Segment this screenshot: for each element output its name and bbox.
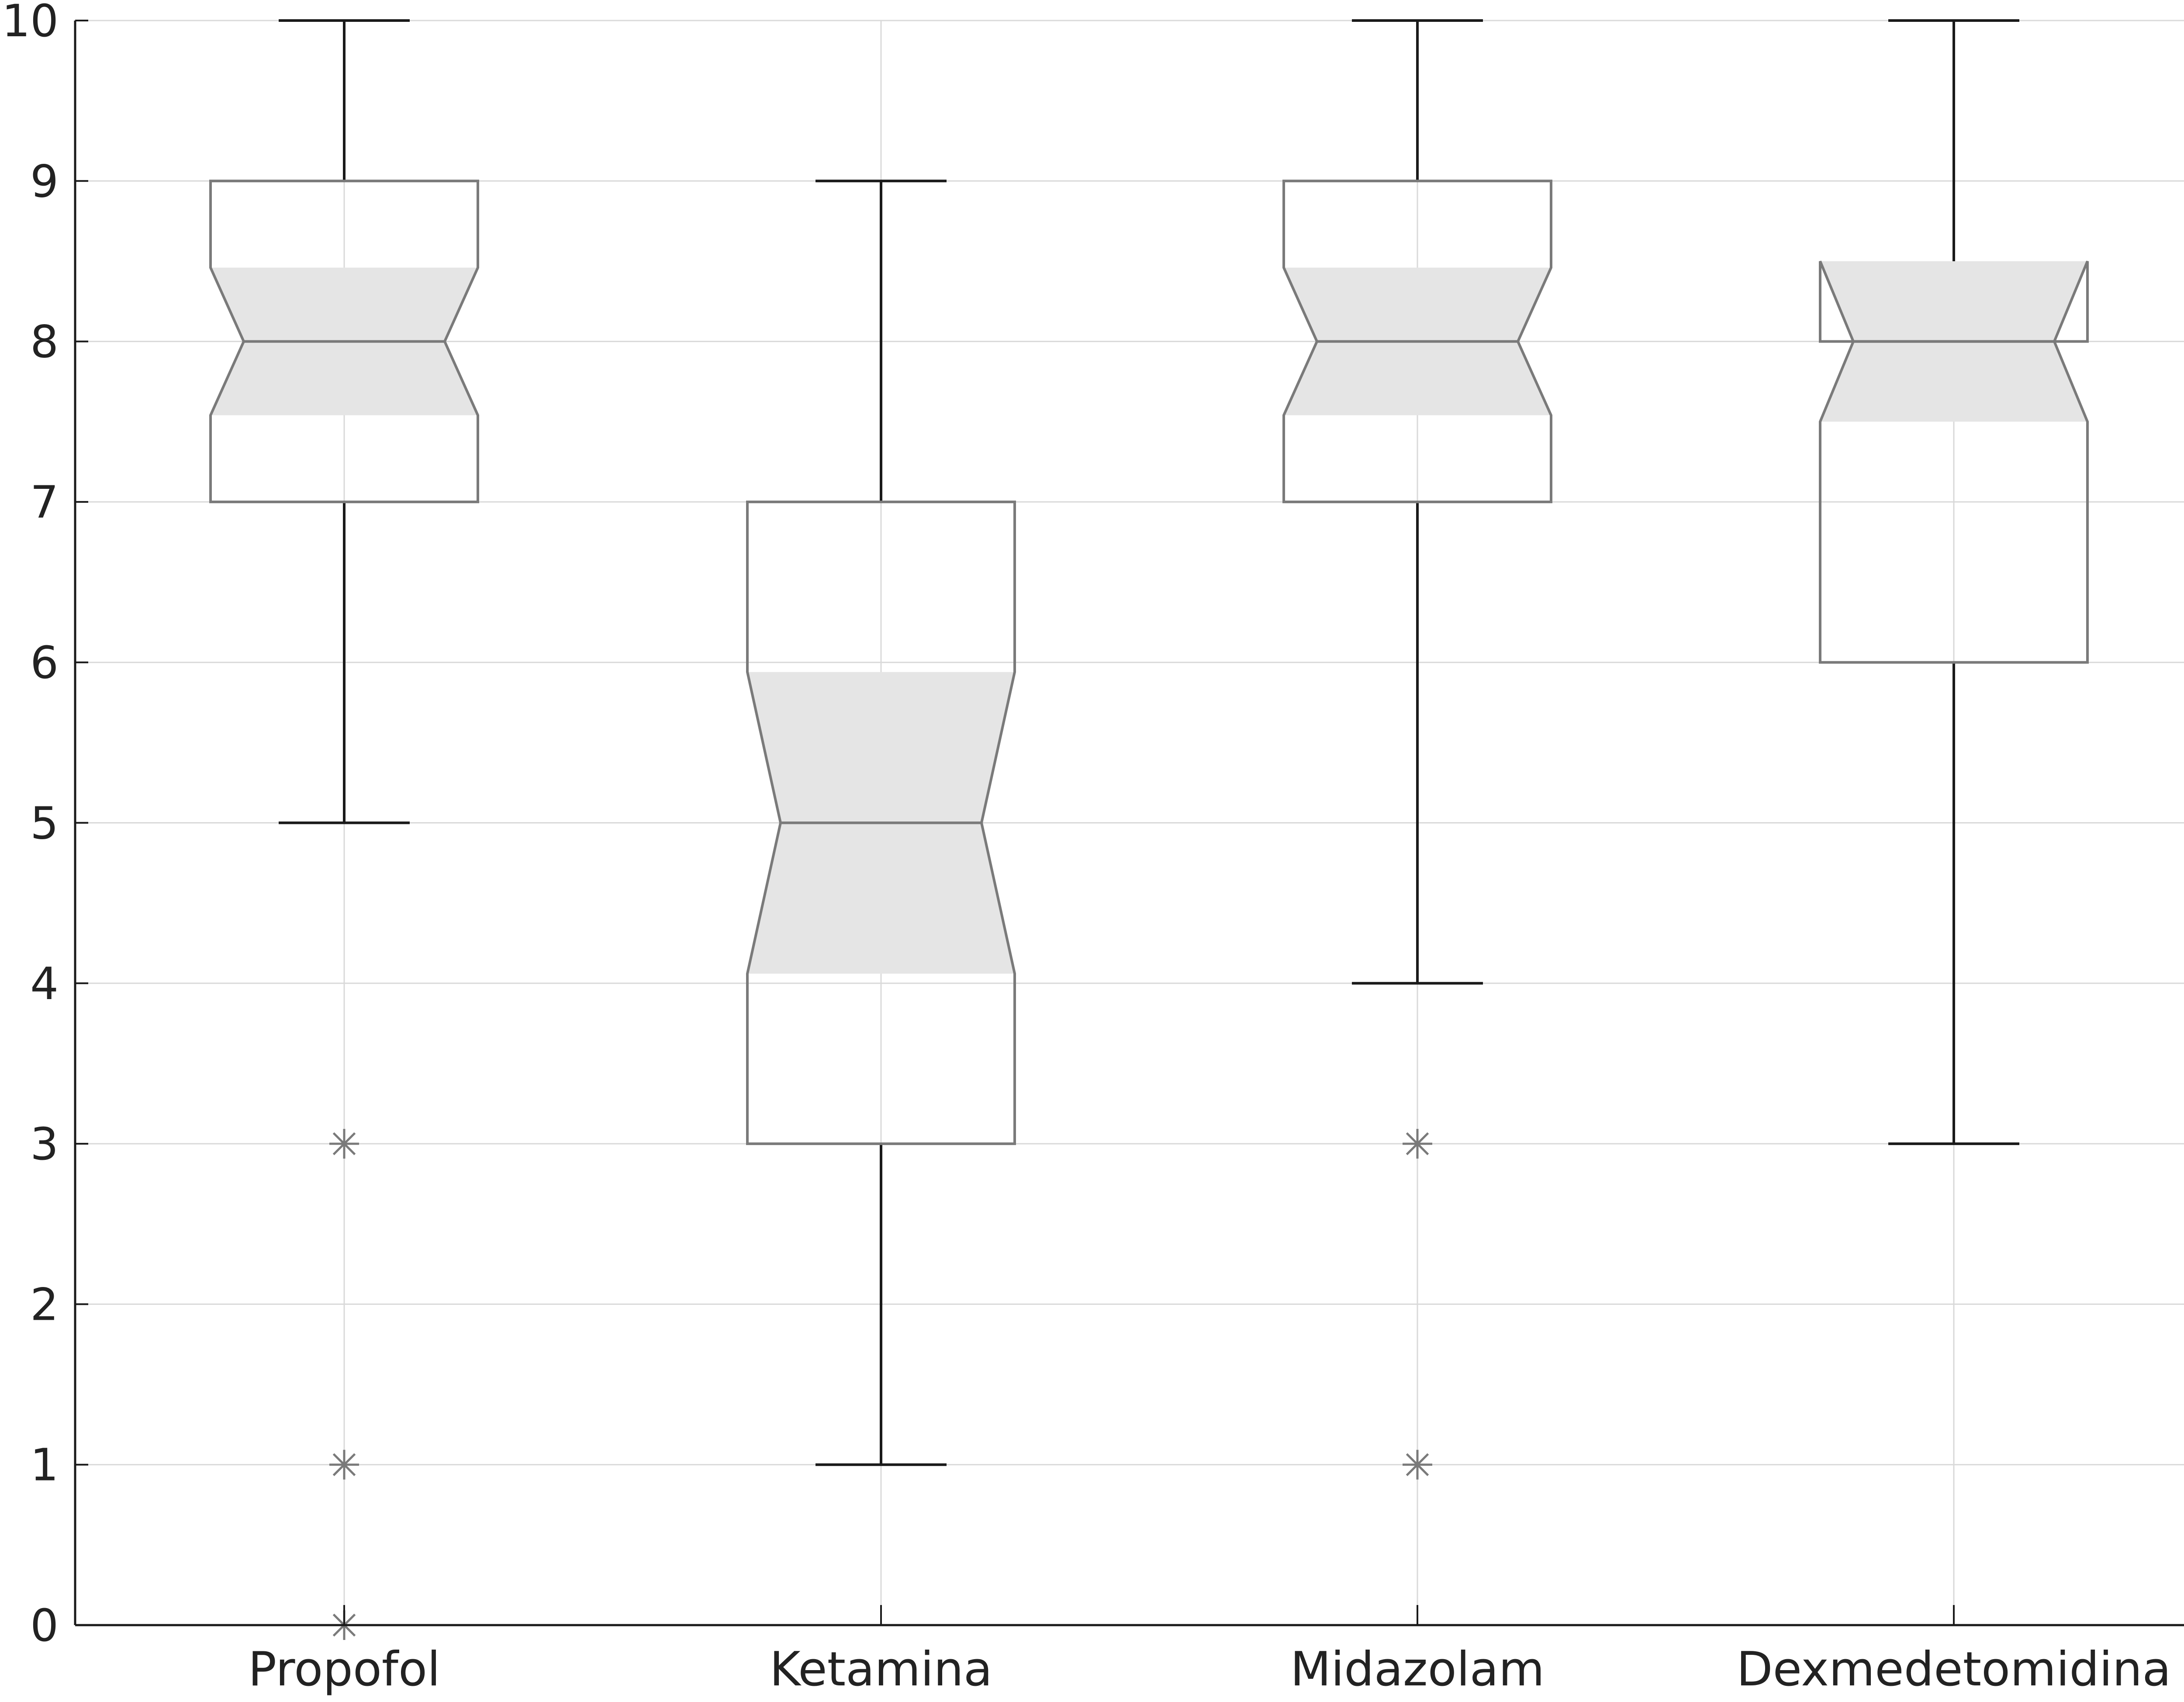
x-tick-label-3: Dexmedetomidina bbox=[1736, 1642, 2171, 1697]
box-outline-2 bbox=[1282, 180, 1552, 503]
y-tick-label-3: 3 bbox=[30, 1118, 59, 1170]
outlier-stroke-d2 bbox=[1406, 1453, 1429, 1476]
y-tick-label-8: 8 bbox=[30, 316, 59, 368]
y-tick-label-9: 9 bbox=[30, 156, 59, 208]
box-outline-0 bbox=[209, 180, 479, 503]
axis-layer bbox=[74, 20, 2184, 1626]
outlier-2-0 bbox=[1403, 1129, 1432, 1159]
outlier-2-1 bbox=[1403, 1449, 1432, 1480]
y-tick-label-5: 5 bbox=[30, 798, 59, 850]
box-group-1 bbox=[746, 180, 1016, 1466]
y-tick-label-4: 4 bbox=[30, 958, 59, 1010]
x-tick-label-2: Midazolam bbox=[1290, 1642, 1545, 1697]
box-group-2 bbox=[1282, 19, 1552, 1480]
y-tick-label-2: 2 bbox=[30, 1279, 59, 1331]
outlier-stroke-d2 bbox=[332, 1453, 356, 1476]
box-outline-1 bbox=[746, 500, 1016, 1145]
box-outline-3 bbox=[1819, 260, 2089, 664]
box-group-3 bbox=[1819, 19, 2089, 1145]
outlier-stroke-d2 bbox=[1406, 1132, 1429, 1155]
outlier-0-1 bbox=[329, 1449, 359, 1480]
x-tick-label-0: Propofol bbox=[248, 1642, 440, 1697]
y-tick-label-6: 6 bbox=[30, 637, 59, 689]
outlier-0-0 bbox=[329, 1129, 359, 1159]
y-tick-label-1: 1 bbox=[30, 1439, 59, 1491]
y-tick-label-7: 7 bbox=[30, 477, 59, 529]
box-layer bbox=[209, 19, 2089, 1640]
y-tick-label-0: 0 bbox=[30, 1600, 59, 1652]
x-tick-label-1: Ketamina bbox=[770, 1642, 992, 1697]
outlier-stroke-d2 bbox=[332, 1132, 356, 1155]
y-tick-label-10: 10 bbox=[2, 0, 59, 47]
box-group-0 bbox=[209, 19, 479, 1640]
